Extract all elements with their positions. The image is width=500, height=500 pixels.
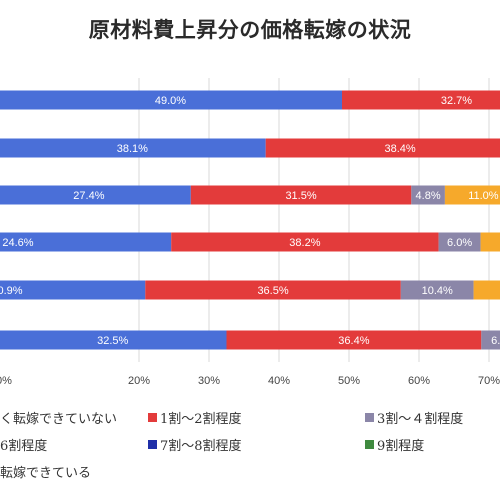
data-label: 36.5% bbox=[257, 285, 288, 297]
bar-segment bbox=[0, 330, 227, 350]
legend-item-all: 転嫁できている bbox=[0, 462, 91, 481]
legend-item-70-80: 7割〜8割程度 bbox=[148, 435, 242, 454]
legend-label-none: く転嫁できていない bbox=[0, 412, 118, 427]
chart-title: 原材料費上昇分の価格転嫁の状況 bbox=[88, 17, 412, 42]
data-label: 38.4% bbox=[384, 143, 415, 155]
legend-item-30-40: 3割〜４割程度 bbox=[365, 408, 463, 427]
bar-segment bbox=[411, 185, 445, 205]
legend-label-50-60: 6割程度 bbox=[0, 439, 48, 454]
bar-segment bbox=[0, 90, 342, 110]
x-tick-label: 0% bbox=[0, 375, 12, 387]
data-label: 6.4% bbox=[491, 335, 500, 347]
bar-segment bbox=[0, 280, 146, 300]
legend-label-90: 9割程度 bbox=[377, 439, 425, 454]
bar-segment bbox=[473, 280, 500, 300]
legend-swatch-30-40 bbox=[365, 413, 374, 422]
legend-label-70-80: 7割〜8割程度 bbox=[160, 439, 242, 454]
legend-item-50-60: 6割程度 bbox=[0, 435, 47, 454]
x-tick-label: 70% bbox=[478, 375, 500, 387]
data-label: 24.6% bbox=[2, 237, 33, 249]
data-label: 27.4% bbox=[73, 190, 104, 202]
bar-segment bbox=[480, 232, 500, 252]
bar-segment bbox=[481, 330, 500, 350]
data-label: 38.1% bbox=[117, 143, 148, 155]
data-label: 36.4% bbox=[338, 335, 369, 347]
bar-segment bbox=[438, 232, 481, 252]
legend-label-10-20: 1割〜2割程度 bbox=[160, 412, 242, 427]
data-label: 38.2% bbox=[289, 237, 320, 249]
bar-segment bbox=[226, 330, 482, 350]
legend-label-all: 転嫁できている bbox=[0, 466, 92, 481]
x-tick-label: 60% bbox=[408, 375, 430, 387]
bar-segment bbox=[342, 90, 500, 110]
x-tick-label: 50% bbox=[338, 375, 360, 387]
data-label: 6.0% bbox=[447, 237, 472, 249]
data-label: 49.0% bbox=[155, 95, 186, 107]
data-label: 31.5% bbox=[285, 190, 316, 202]
data-label: 32.7% bbox=[441, 95, 472, 107]
bar-segment bbox=[0, 138, 266, 158]
data-label: 10.4% bbox=[422, 285, 453, 297]
data-label: 11.0% bbox=[468, 190, 499, 202]
bar-segment bbox=[400, 280, 474, 300]
bar-segment bbox=[190, 185, 412, 205]
bar-segment bbox=[0, 185, 191, 205]
bar-segment bbox=[265, 138, 500, 158]
x-tick-label: 30% bbox=[198, 375, 220, 387]
legend-swatch-70-80 bbox=[148, 440, 157, 449]
data-label: 4.8% bbox=[416, 190, 441, 202]
bar-segment bbox=[171, 232, 439, 252]
legend: く転嫁できていない 1割〜2割程度 3割〜４割程度 6割程度 7割〜8割程度 9… bbox=[0, 400, 500, 500]
stacked-bar-chart: 0%20%30%40%50%60%70%80%49.0%32.7%38.1%38… bbox=[0, 78, 500, 387]
bar-segment bbox=[145, 280, 401, 300]
legend-label-30-40: 3割〜４割程度 bbox=[377, 412, 464, 427]
bar-segment bbox=[444, 185, 500, 205]
legend-item-90: 9割程度 bbox=[365, 435, 424, 454]
legend-swatch-10-20 bbox=[148, 413, 157, 422]
bar-segment bbox=[0, 232, 172, 252]
legend-item-10-20: 1割〜2割程度 bbox=[148, 408, 242, 427]
data-label: 32.5% bbox=[97, 335, 128, 347]
legend-item-none: く転嫁できていない bbox=[0, 408, 117, 427]
x-tick-label: 20% bbox=[128, 375, 150, 387]
data-label: 0.9% bbox=[0, 285, 23, 297]
legend-swatch-90 bbox=[365, 440, 374, 449]
x-tick-label: 40% bbox=[268, 375, 290, 387]
